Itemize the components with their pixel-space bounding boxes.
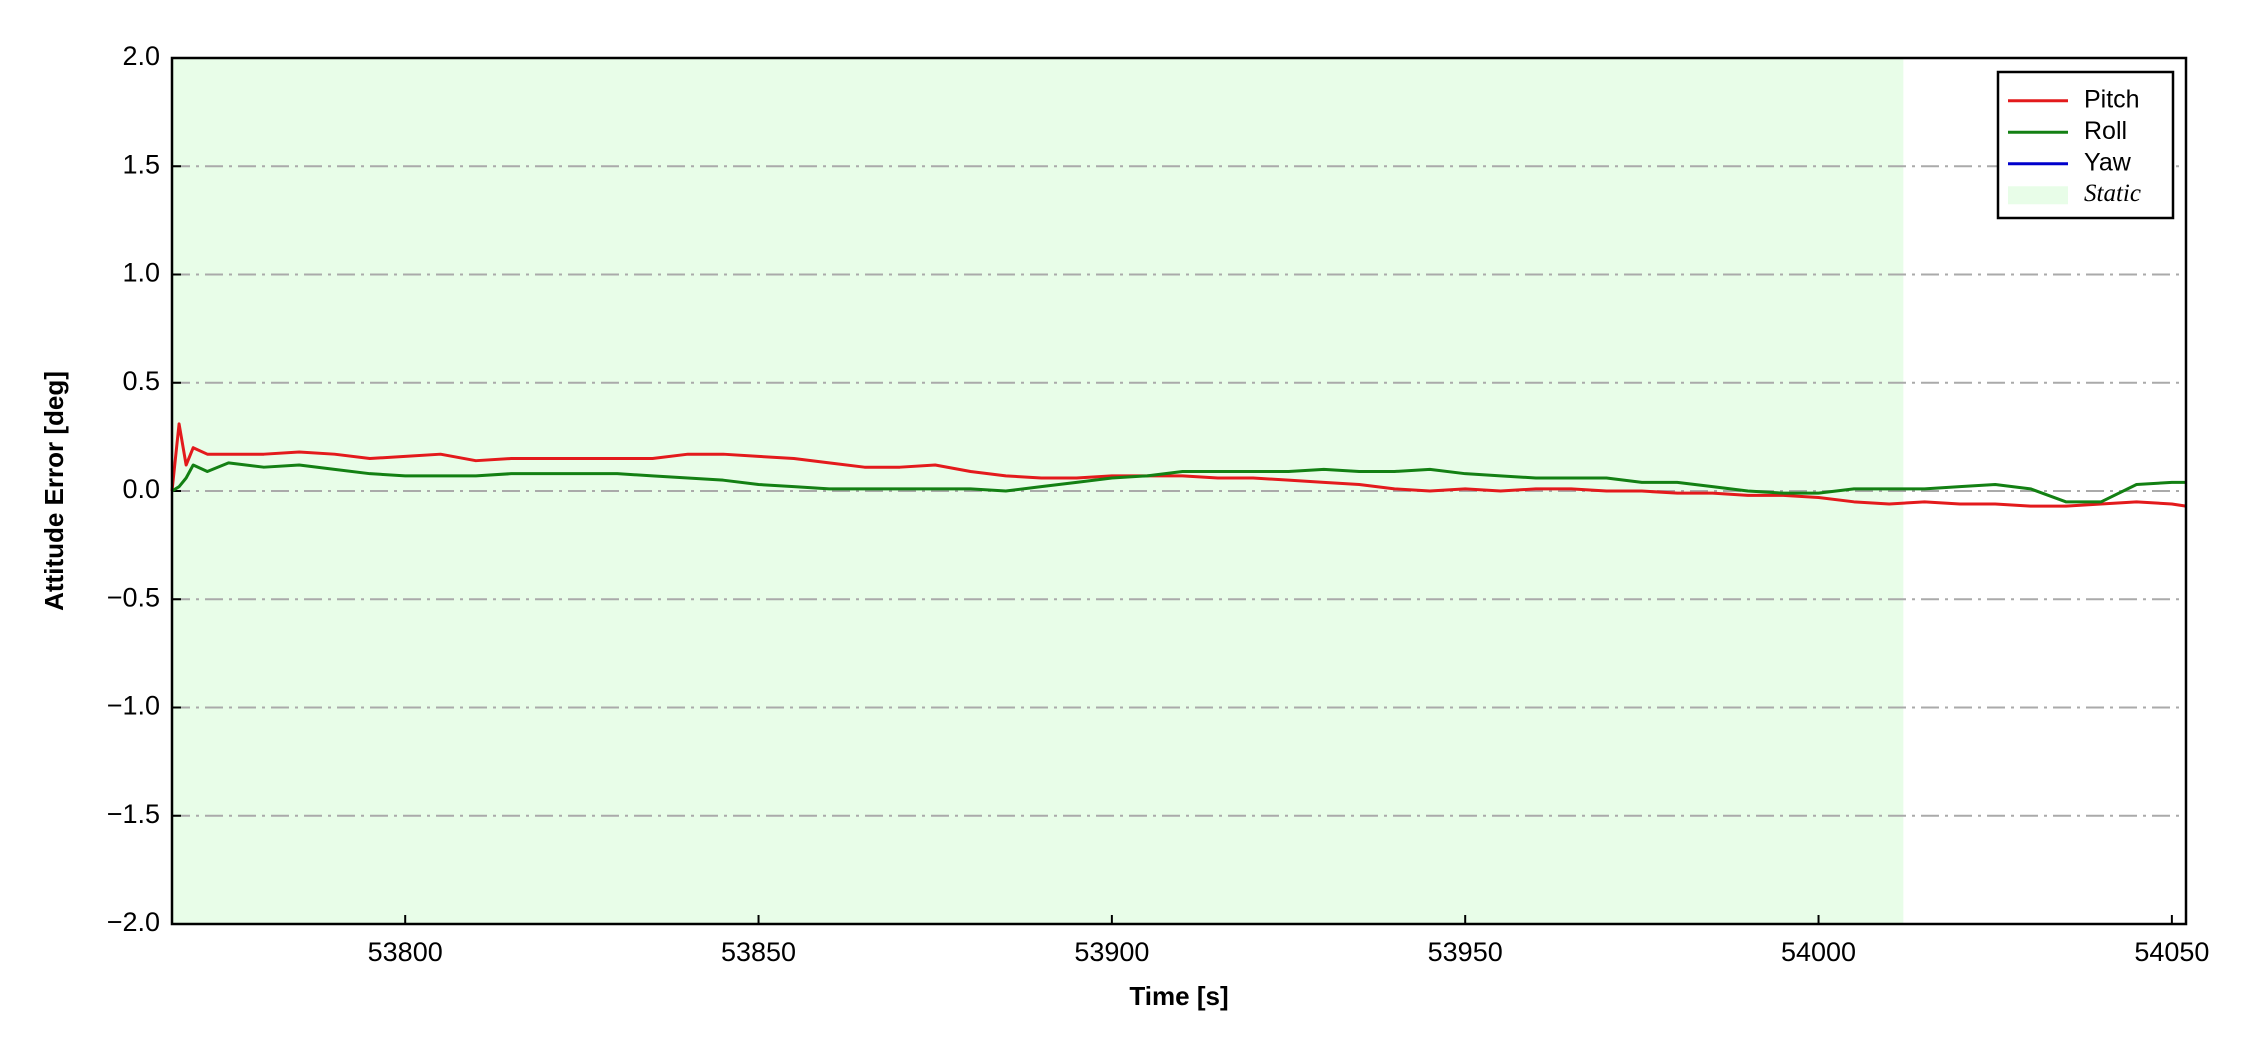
x-axis-label: Time [s] [1129, 981, 1228, 1011]
x-tick-label: 54000 [1781, 937, 1856, 967]
x-tick-label: 53900 [1074, 937, 1149, 967]
y-tick-label: −2.0 [107, 907, 160, 937]
legend-label: Pitch [2084, 85, 2140, 113]
x-tick-label: 53800 [368, 937, 443, 967]
x-tick-label: 53850 [721, 937, 796, 967]
y-tick-label: 0.0 [122, 474, 160, 504]
y-tick-label: −0.5 [107, 582, 160, 612]
x-tick-label: 54050 [2134, 937, 2209, 967]
legend-label: Roll [2084, 117, 2127, 145]
y-tick-label: −1.0 [107, 691, 160, 721]
x-tick-label: 53950 [1428, 937, 1503, 967]
y-tick-label: 1.5 [122, 149, 160, 179]
y-tick-label: 1.0 [122, 258, 160, 288]
series-line [171, 461, 2186, 504]
y-tick-label: 0.5 [122, 366, 160, 396]
legend-label: Static [2084, 180, 2141, 207]
y-tick-label: 2.0 [122, 41, 160, 71]
y-tick-label: −1.5 [107, 799, 160, 829]
legend-swatch [2008, 186, 2068, 205]
legend-label: Yaw [2084, 148, 2132, 176]
y-axis-label: Attitude Error [deg] [39, 371, 69, 611]
plot-frame [170, 56, 2188, 926]
